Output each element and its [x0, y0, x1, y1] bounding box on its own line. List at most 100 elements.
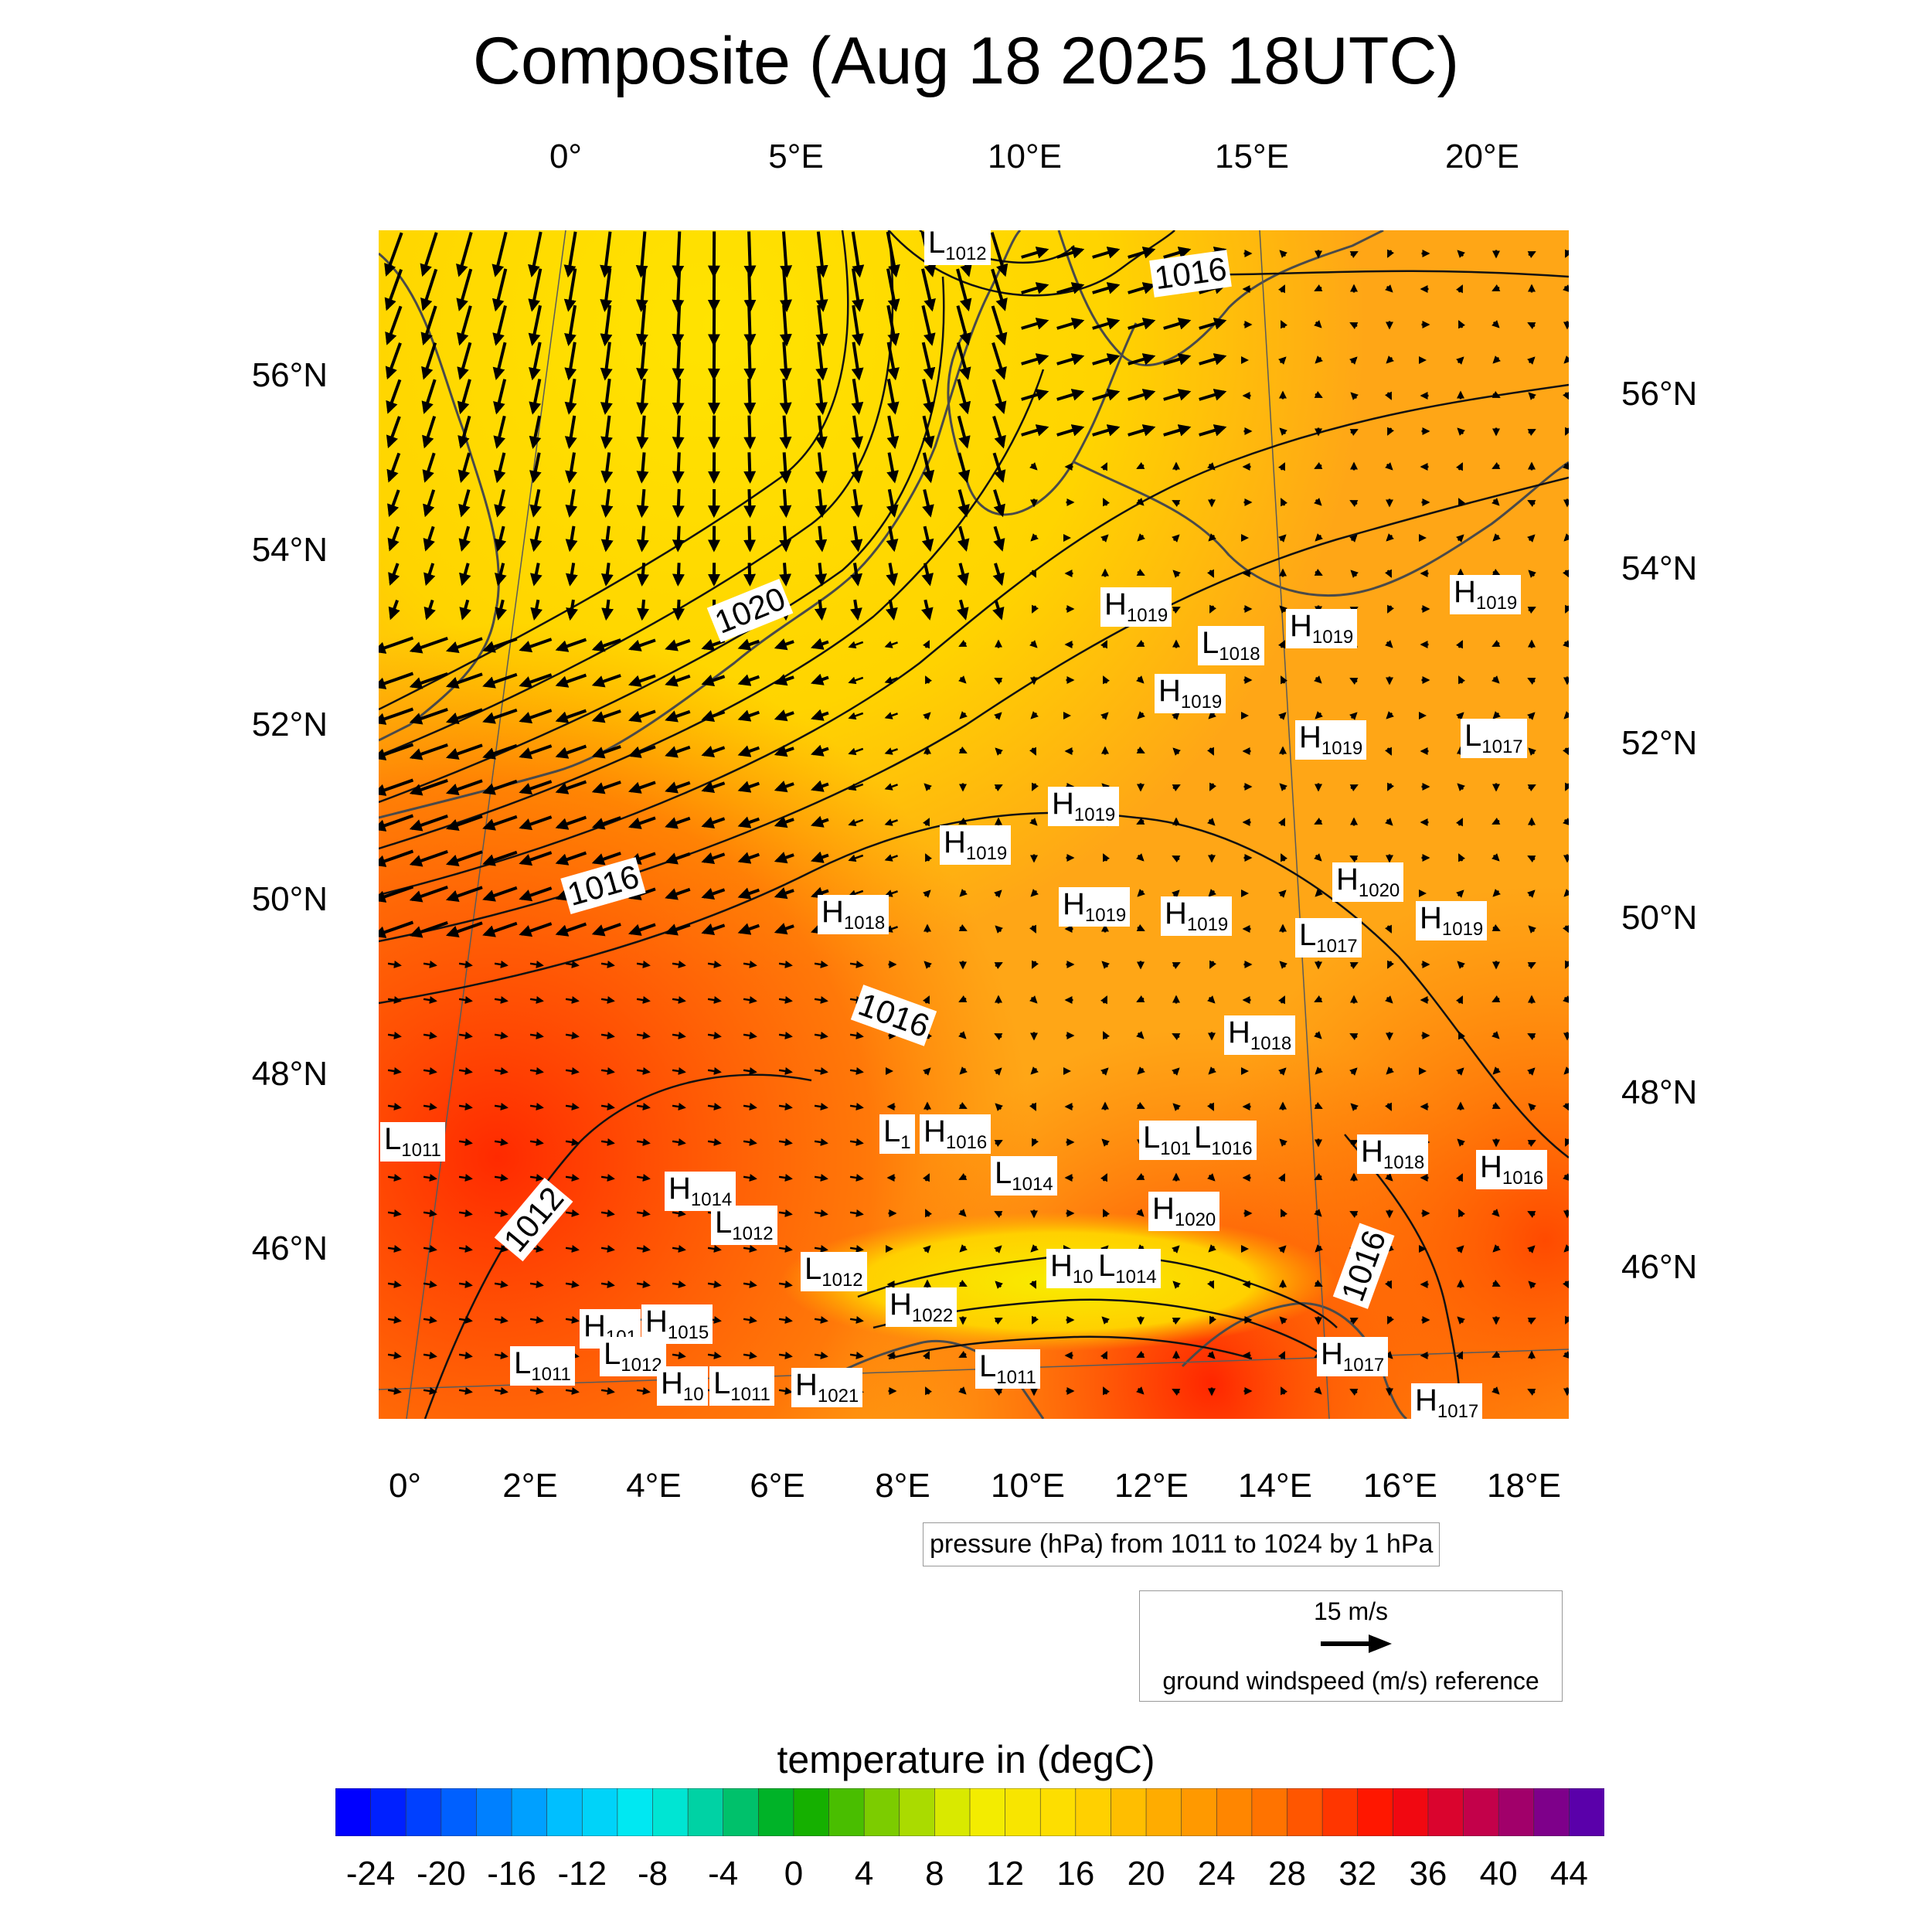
- wind-arrow: [1384, 639, 1393, 648]
- wind-arrow: [957, 563, 969, 587]
- wind-arrow: [1492, 532, 1502, 542]
- wind-arrow: [494, 1138, 509, 1146]
- wind-arrow: [849, 1032, 864, 1039]
- wind-arrow: [564, 342, 577, 381]
- wind-arrow: [921, 599, 934, 621]
- wind-arrow: [409, 849, 448, 867]
- wind-arrow: [815, 563, 828, 587]
- wind-arrow: [1527, 1139, 1536, 1148]
- wind-arrow: [519, 744, 553, 760]
- wind-arrow: [884, 889, 898, 897]
- colorbar-label: 12: [986, 1855, 1025, 1893]
- wind-arrow: [886, 599, 898, 621]
- wind-arrow: [922, 995, 930, 1005]
- wind-arrow: [1163, 389, 1192, 401]
- left-lat-label-46n: 46°N: [251, 1230, 328, 1267]
- wind-arrow: [1315, 1066, 1324, 1075]
- wind-arrow: [1100, 462, 1108, 471]
- wind-arrow: [1562, 1280, 1570, 1289]
- wind-arrow: [1458, 320, 1466, 329]
- high-pressure-label: H1019: [940, 825, 1012, 865]
- wind-arrow: [814, 1352, 828, 1359]
- wind-arrow: [993, 526, 1005, 552]
- wind-arrow: [743, 304, 757, 347]
- isobar-line: [378, 383, 1570, 896]
- wind-arrow: [519, 780, 553, 795]
- wind-arrow: [458, 1352, 473, 1359]
- wind-arrow: [774, 745, 794, 757]
- colorbar-label: -24: [345, 1855, 396, 1893]
- wind-arrow: [1492, 1279, 1501, 1287]
- wind-arrow: [1526, 889, 1536, 899]
- wind-arrow: [1455, 1351, 1464, 1360]
- wind-arrow: [1527, 428, 1536, 437]
- wind-arrow: [886, 231, 900, 278]
- wind-arrow: [1056, 247, 1085, 259]
- wind-arrow: [1349, 499, 1359, 508]
- wind-arrow: [1455, 284, 1464, 294]
- wind-arrow: [672, 231, 685, 278]
- wind-arrow: [1564, 782, 1573, 791]
- meridian-line: [1259, 230, 1330, 1420]
- wind-arrow: [956, 305, 971, 346]
- wind-arrow: [519, 922, 553, 937]
- wind-arrow: [886, 563, 899, 587]
- wind-arrow: [995, 1281, 1004, 1290]
- wind-arrow: [1384, 1280, 1393, 1289]
- wind-arrow: [1136, 1172, 1145, 1181]
- wind-arrow: [778, 1103, 793, 1111]
- colorbar-swatch: [1498, 1788, 1535, 1836]
- wind-arrow: [672, 268, 685, 313]
- wind-arrow: [743, 452, 757, 484]
- wind-arrow: [814, 1067, 828, 1075]
- wind-arrow: [743, 379, 757, 416]
- wind-arrow: [1029, 461, 1038, 471]
- high-pressure-label: H10: [1046, 1249, 1097, 1288]
- wind-arrow: [778, 1245, 793, 1253]
- wind-arrow: [737, 816, 760, 828]
- wind-arrow: [743, 415, 757, 450]
- wind-arrow: [1313, 319, 1322, 328]
- coastline-continent: [378, 229, 1022, 819]
- wind-arrow: [886, 415, 900, 450]
- pressure-info-text: pressure (hPa) from 1011 to 1024 by 1 hP…: [930, 1529, 1434, 1559]
- wind-arrow: [1206, 461, 1216, 471]
- wind-arrow: [519, 886, 553, 902]
- wind-arrow: [1102, 1209, 1111, 1218]
- wind-arrow: [458, 526, 471, 552]
- wind-arrow: [774, 638, 794, 651]
- wind-arrow: [774, 887, 794, 900]
- wind-arrow: [566, 599, 579, 621]
- colorbar-swatch: [511, 1788, 548, 1836]
- wind-arrow: [779, 378, 792, 416]
- wind-arrow: [600, 1174, 615, 1182]
- wind-arrow: [1564, 960, 1573, 969]
- wind-arrow: [423, 996, 437, 1004]
- wind-arrow: [1136, 1101, 1145, 1110]
- wind-arrow: [458, 1138, 473, 1146]
- high-pressure-label: H1019: [1155, 674, 1226, 713]
- wind-arrow: [814, 996, 828, 1004]
- wind-arrow: [495, 599, 507, 621]
- wind-arrow: [409, 672, 448, 689]
- high-pressure-label: H1019: [1416, 901, 1488, 940]
- isobar-line: [378, 230, 894, 757]
- wind-arrow: [1458, 853, 1466, 862]
- wind-arrow: [815, 378, 828, 415]
- wind-arrow: [814, 961, 828, 968]
- wind-arrow: [1092, 424, 1121, 437]
- wind-arrow: [1457, 783, 1466, 792]
- wind-arrow: [1172, 570, 1182, 579]
- wind-arrow: [1208, 1066, 1217, 1075]
- wind-arrow: [1526, 534, 1536, 543]
- wind-arrow: [1277, 712, 1287, 721]
- wind-arrow: [1455, 534, 1464, 543]
- wind-arrow: [1314, 1172, 1323, 1181]
- wind-arrow: [1350, 570, 1359, 579]
- colorbar-title: temperature in (degC): [777, 1738, 1155, 1781]
- wind-arrow: [1526, 1245, 1536, 1254]
- wind-arrow: [636, 526, 649, 553]
- wind-arrow: [600, 563, 614, 587]
- wind-arrow: [1102, 1031, 1111, 1040]
- colorbar-swatch: [969, 1788, 1006, 1836]
